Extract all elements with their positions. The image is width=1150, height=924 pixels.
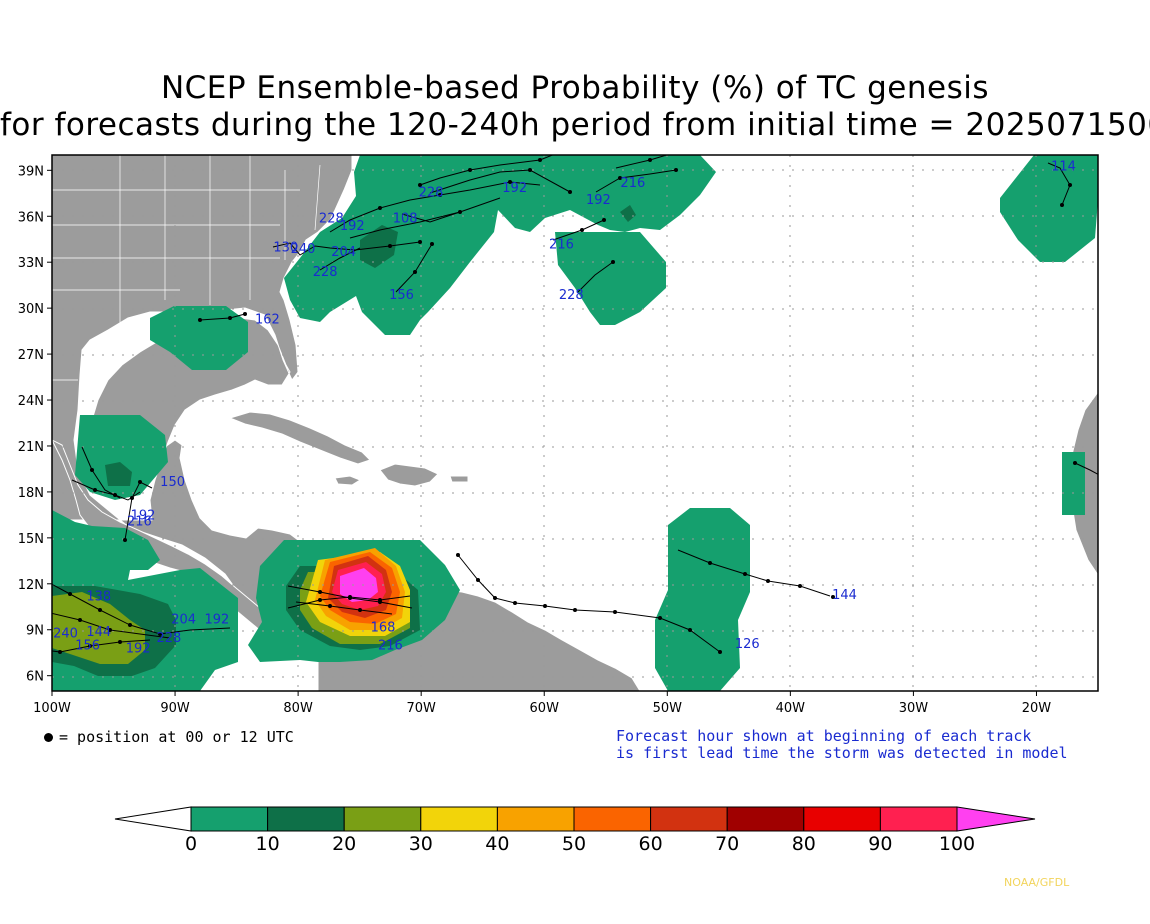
track-hour-label: 192 [340, 219, 365, 234]
track-hour-label: 216 [127, 515, 152, 530]
colorbar-segment [803, 806, 881, 832]
lat-tick-label: 9N [26, 624, 44, 639]
position-dot-icon [44, 733, 53, 742]
track-hour-label: 216 [620, 176, 645, 191]
colorbar-label: 90 [868, 833, 892, 855]
lon-tick-label: 30W [899, 701, 929, 716]
track-hour-label: 192 [131, 508, 156, 523]
colorbar-label: 70 [715, 833, 739, 855]
colorbar-label: 50 [562, 833, 586, 855]
track-hour-label: 156 [75, 639, 100, 654]
forecast-hour-note-2: is first lead time the storm was detecte… [616, 744, 1068, 762]
track-hour-label: 138 [86, 590, 111, 605]
colorbar-segment [726, 806, 805, 832]
track-hour-label: 192 [586, 193, 611, 208]
track-hour-label: 204 [171, 613, 196, 628]
track-position-dots [58, 158, 1077, 654]
track-hour-label: 204 [331, 245, 356, 260]
map-frame [51, 154, 1099, 692]
lon-tick-label: 40W [776, 701, 806, 716]
track-hour-label: 192 [204, 613, 229, 628]
track-hour-label: 156 [389, 288, 414, 303]
track-hour-label: 192 [502, 181, 527, 196]
colorbar-segment [267, 806, 345, 832]
title-line-1: NCEP Ensemble-based Probability (%) of T… [160, 70, 990, 106]
position-legend: = position at 00 or 12 UTC [44, 728, 294, 746]
lon-tick-label: 50W [653, 701, 683, 716]
track-hour-label: 192 [126, 642, 151, 657]
lat-tick-label: 18N [18, 486, 44, 501]
lat-tick-label: 12N [18, 578, 44, 593]
lat-tick-label: 21N [18, 440, 44, 455]
track-hour-label: 216 [378, 639, 403, 654]
track-hour-label: 126 [735, 637, 760, 652]
track-hour-label: 150 [160, 475, 185, 490]
lat-tick-label: 39N [18, 164, 44, 179]
political-boundaries [52, 155, 321, 381]
lon-tick-label: 20W [1022, 701, 1052, 716]
land-puerto-rico [449, 475, 469, 483]
colorbar-label: 0 [185, 833, 197, 855]
colorbar-label: 10 [256, 833, 280, 855]
colorbar-label: 40 [485, 833, 509, 855]
colorbar-label: 20 [332, 833, 356, 855]
colorbar-segment [879, 806, 958, 832]
probability-colorbar: 0 10 20 30 40 50 60 70 80 90 100 [114, 806, 1036, 855]
colorbar-label: 30 [409, 833, 433, 855]
lon-tick-label: 100W [33, 701, 71, 716]
lon-tick-label: 70W [406, 701, 436, 716]
lon-tick-label: 90W [160, 701, 190, 716]
credit-label: NOAA/GFDL [1004, 876, 1070, 889]
track-hour-label: 228 [156, 631, 181, 646]
track-hour-label: 168 [371, 620, 396, 635]
title-line-2: for forecasts during the 120-240h period… [0, 107, 1150, 143]
track-hour-label: 228 [419, 185, 444, 200]
colorbar-segment [343, 806, 422, 832]
lat-tick-label: 15N [18, 532, 44, 547]
lat-tick-label: 36N [18, 210, 44, 225]
lat-tick-label: 24N [18, 394, 44, 409]
latitude-tick-labels: 39N 36N 33N 30N 27N 24N 21N 18N 15N 12N 9N 6N [18, 164, 52, 685]
colorbar-label: 80 [792, 833, 816, 855]
colorbar-segment [573, 806, 652, 832]
lat-tick-label: 27N [18, 348, 44, 363]
track-hour-label: 228 [319, 211, 344, 226]
storm-tracks [52, 155, 1098, 653]
track-hour-label: 240 [53, 626, 78, 641]
colorbar-label: 100 [939, 833, 975, 855]
track-hour-label: 144 [832, 588, 857, 603]
track-hour-label: 114 [1051, 159, 1076, 174]
colorbar-segment [496, 806, 575, 832]
lon-tick-label: 60W [530, 701, 560, 716]
colorbar-segment [420, 806, 498, 832]
land-cuba [228, 411, 371, 465]
lon-tick-label: 80W [283, 701, 313, 716]
forecast-hour-note-1: Forecast hour shown at beginning of each… [616, 727, 1032, 745]
colorbar-segment [190, 806, 269, 832]
lat-tick-label: 6N [26, 670, 44, 685]
track-hour-label: 162 [255, 312, 280, 327]
probability-shading [52, 155, 1098, 691]
longitude-tick-labels: 100W 90W 80W 70W 60W 50W 40W 30W 20W [33, 691, 1051, 716]
track-hour-label: 144 [86, 625, 111, 640]
track-hour-label: 240 [291, 242, 316, 257]
track-hour-label: 228 [313, 265, 338, 280]
track-hour-label: 228 [559, 288, 584, 303]
colorbar-label: 60 [639, 833, 663, 855]
map-grid [52, 155, 1098, 691]
lat-tick-label: 33N [18, 256, 44, 271]
track-hour-label: 108 [393, 211, 418, 226]
colorbar-segment [114, 806, 192, 832]
colorbar-segment [956, 806, 1036, 832]
track-hour-label: 216 [549, 237, 574, 252]
land-jamaica [334, 475, 362, 486]
land-hispaniola [379, 463, 439, 487]
track-hour-label: 130 [273, 240, 298, 255]
position-legend-text: = position at 00 or 12 UTC [59, 728, 294, 746]
colorbar-segment [650, 806, 728, 832]
lat-tick-label: 30N [18, 302, 44, 317]
